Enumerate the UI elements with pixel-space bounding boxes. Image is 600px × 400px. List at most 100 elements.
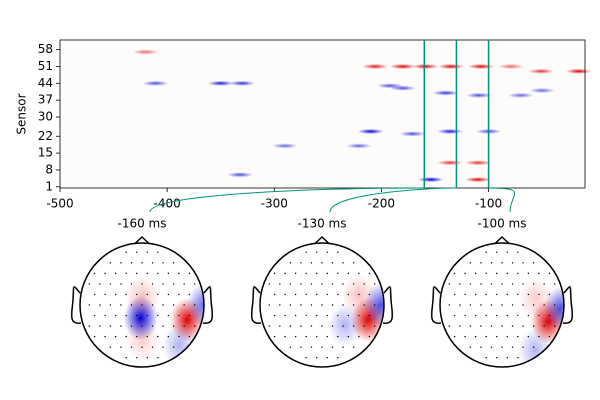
sensor-dot: [194, 325, 196, 327]
sensor-dot: [146, 314, 148, 317]
sensor-dot: [485, 272, 487, 275]
topo-blob: [125, 317, 159, 362]
sensor-dot: [130, 346, 133, 348]
heat-blob: [417, 176, 444, 183]
y-tick-label: 58: [38, 42, 53, 56]
sensor-dot: [194, 304, 196, 306]
sensor-dot: [172, 283, 175, 285]
sensor-dot: [522, 283, 524, 285]
right-ear: [202, 286, 214, 324]
sensor-dot: [268, 304, 270, 306]
axes-frame: [59, 39, 586, 189]
sensor-dot: [141, 262, 143, 264]
sensor-dot: [93, 272, 96, 275]
sensor-dot: [188, 314, 191, 317]
sensor-dot: [305, 357, 307, 359]
sensor-dot: [368, 272, 371, 275]
sensor-dot: [511, 283, 514, 285]
sensor-dot: [268, 283, 270, 285]
head-outline: [259, 242, 385, 368]
sensor-dot: [151, 262, 154, 264]
sensor-dot: [151, 283, 154, 285]
sensor-dot: [459, 304, 461, 306]
sensor-dot: [183, 283, 185, 285]
sensor-dot: [109, 283, 112, 285]
topomap-field: [327, 273, 384, 347]
sensor-dot: [459, 325, 461, 327]
sensor-dot: [352, 346, 355, 348]
sensor-dot: [517, 314, 519, 317]
sensor-dot: [93, 314, 96, 317]
image-blobs: [132, 49, 592, 183]
sensor-dot: [485, 251, 487, 253]
sensor-dot: [109, 262, 112, 264]
sensor-dot: [342, 346, 344, 348]
sensor-dot: [273, 314, 276, 317]
x-tick-label: -300: [261, 197, 288, 211]
sensor-dot: [374, 283, 376, 285]
sensor-dot: [305, 251, 307, 253]
sensor-dot: [490, 346, 493, 348]
sensor-dot: [162, 283, 164, 285]
sensor-dot: [141, 283, 143, 285]
sensor-dot: [104, 314, 106, 317]
sensor-dot: [496, 272, 498, 275]
sensor-dot: [125, 314, 127, 317]
heat-blob: [465, 92, 492, 98]
heat-blob: [565, 68, 592, 74]
sensor-dot: [151, 346, 154, 348]
right-ear: [382, 286, 394, 324]
sensor-dot: [368, 335, 371, 338]
sensor-dot: [279, 304, 281, 306]
sensor-dot: [543, 304, 545, 306]
sensor-dot: [310, 304, 313, 306]
sensor-dot: [363, 283, 365, 285]
sensor-dot: [104, 335, 106, 338]
sensor-dot: [316, 251, 318, 253]
sensor-dot: [342, 262, 344, 264]
sensor-dot: [538, 335, 540, 338]
sensor-dot: [543, 283, 545, 285]
sensor-dot: [358, 293, 360, 296]
y-tick-label: 8: [45, 162, 53, 176]
nose: [494, 235, 510, 245]
sensor-dot: [485, 293, 487, 296]
sensor-dot: [157, 335, 159, 338]
sensor-dot: [522, 304, 524, 306]
heat-blob: [389, 63, 416, 70]
sensor-dot: [527, 272, 530, 275]
sensor-dot: [496, 335, 498, 338]
topo-blob: [342, 273, 377, 318]
sensor-dot: [151, 304, 154, 306]
left-ear: [430, 286, 442, 324]
sensor-dot: [157, 357, 159, 359]
sensor-dot: [157, 272, 159, 275]
sensor-dot: [114, 335, 117, 338]
left-ear: [250, 286, 262, 324]
sensor-dot: [464, 272, 466, 275]
sensor-dot: [125, 251, 127, 253]
sensor-dot: [321, 325, 323, 327]
sensor-dot: [368, 314, 371, 317]
sensor-dot: [310, 346, 313, 348]
sensor-dot: [146, 293, 148, 296]
image-background: [60, 40, 585, 188]
heat-blob: [412, 63, 439, 70]
y-tick-label: 1: [45, 179, 53, 193]
sensor-dot: [469, 262, 472, 264]
sensor-dot: [93, 293, 96, 296]
sensor-dot: [157, 293, 159, 296]
sensor-dot: [120, 304, 122, 306]
sensor-dot: [453, 314, 456, 317]
sensor-dot: [136, 357, 138, 359]
sensor-dot: [506, 272, 508, 275]
sensor-dot: [114, 293, 117, 296]
sensor-dot: [88, 283, 91, 285]
sensor-dot: [284, 293, 286, 296]
sensor-dot: [501, 346, 503, 348]
sensor-dot: [136, 272, 138, 275]
sensor-dot: [178, 293, 180, 296]
heat-blob: [142, 80, 169, 86]
sensor-dot: [527, 314, 530, 317]
